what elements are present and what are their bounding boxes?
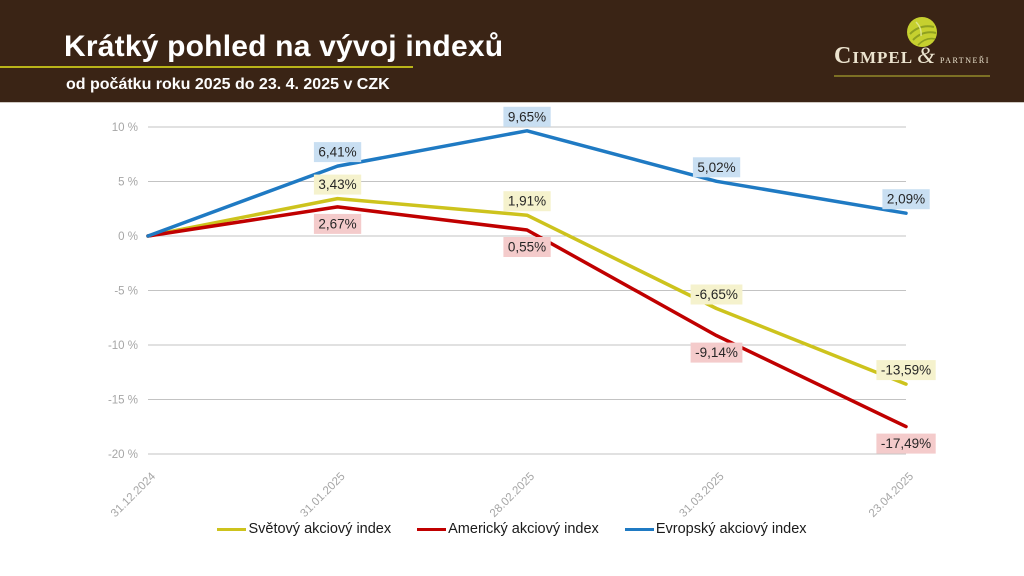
data-label-bg <box>503 237 551 257</box>
series-line-0 <box>146 196 908 386</box>
y-axis-tick-label: -20 % <box>108 449 138 461</box>
y-axis-tick-label: -15 % <box>108 395 138 407</box>
data-label-bg <box>313 174 362 195</box>
legend-swatch-icon <box>217 527 247 531</box>
chart-legend: Světový akciový index Americký akciový in… <box>0 521 1024 537</box>
data-label: 3,43% <box>318 177 356 192</box>
legend-swatch-icon <box>624 527 654 531</box>
company-logo: Cimpel & partneři <box>834 17 990 80</box>
title-underline <box>0 66 413 68</box>
series-line-2 <box>146 129 908 238</box>
data-label: -6,65% <box>695 287 738 302</box>
chart-area: 10 % 5 % 0 % -5 % -10 % -15 % -20 % 31.12.2024 3… <box>0 103 1024 576</box>
y-axis-tick-label: 5 % <box>118 177 138 189</box>
page-subtitle: od počátku roku 2025 do 23. 4. 2025 v CZ… <box>66 76 390 93</box>
data-label: 6,41% <box>318 145 356 160</box>
data-label: 1,91% <box>508 194 546 209</box>
data-label: -13,59% <box>881 363 931 378</box>
x-axis-tick-label: 28.02.2025 <box>488 471 537 520</box>
x-axis-tick-label: 31.12.2024 <box>109 470 159 520</box>
data-label: -9,14% <box>695 345 738 360</box>
legend-item: Evropský akciový index <box>624 521 807 537</box>
data-label: 5,02% <box>697 160 735 175</box>
y-axis-tick-label: -10 % <box>108 340 138 352</box>
data-label-bg <box>313 142 362 163</box>
data-label-bg <box>876 360 936 381</box>
data-label-bg <box>876 433 936 454</box>
x-axis-tick-label: 23.04.2025 <box>867 471 916 520</box>
line-chart: 10 % 5 % 0 % -5 % -10 % -15 % -20 % 31.12.2024 3… <box>108 106 936 520</box>
legend-label: Evropský akciový index <box>655 521 807 537</box>
legend-label: Světový akciový index <box>248 521 392 537</box>
y-axis-tick-label: 0 % <box>118 231 138 243</box>
data-label: 2,67% <box>318 216 356 231</box>
data-label-bg <box>692 157 741 178</box>
data-label-bg <box>882 189 930 210</box>
logo-text-cimpel: Cimpel <box>834 43 914 69</box>
y-axis-tick-label: -5 % <box>114 286 138 298</box>
legend-item: Světový akciový index <box>217 521 391 537</box>
legend-item: Americký akciový index <box>417 521 599 537</box>
logo-underline <box>834 75 990 77</box>
legend-swatch-icon <box>417 527 447 531</box>
data-label: -17,49% <box>881 436 931 451</box>
page-title: Krátký pohled na vývoj indexů <box>64 30 504 63</box>
logo-text-partneri: partneři <box>939 52 990 66</box>
data-label-bg <box>503 191 551 212</box>
data-label-bg <box>503 106 551 127</box>
data-label-bg <box>313 213 362 234</box>
logo-text-row: Cimpel & partneři <box>834 43 990 70</box>
x-axis-tick-label: 31.03.2025 <box>677 471 726 520</box>
logo-ampersand: & <box>917 43 935 68</box>
x-axis-tick-label: 31.01.2025 <box>298 471 347 520</box>
data-label-bg <box>690 342 743 363</box>
leaf-ball-icon <box>904 14 940 55</box>
data-label: 0,55% <box>508 240 546 255</box>
slide-header: Krátký pohled na vývoj indexů od počátku… <box>0 0 1024 103</box>
y-axis-tick-label: 10 % <box>112 122 138 134</box>
data-label: 2,09% <box>887 192 925 207</box>
legend-label: Americký akciový index <box>448 521 599 537</box>
series-line-1 <box>146 205 908 429</box>
data-label: 9,65% <box>508 109 546 124</box>
data-label-bg <box>690 284 743 305</box>
